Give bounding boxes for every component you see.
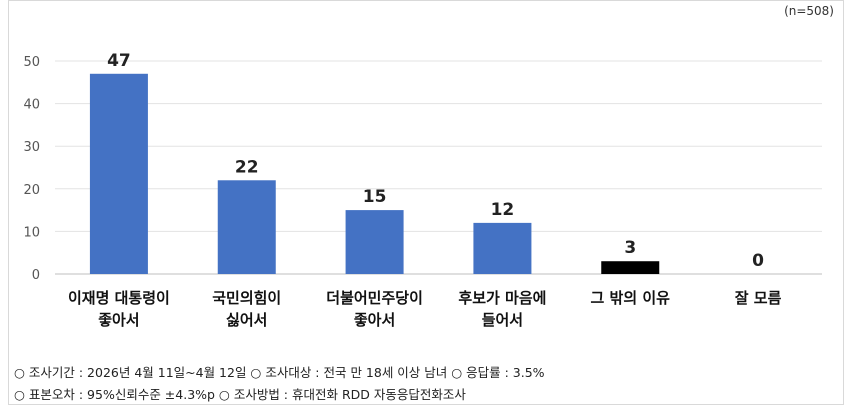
category-label: 국민의힘이 bbox=[212, 289, 281, 307]
y-tick-label: 20 bbox=[23, 183, 40, 198]
category-label: 잘 모름 bbox=[735, 289, 782, 307]
sample-size-label: (n=508) bbox=[784, 4, 834, 18]
data-label: 22 bbox=[235, 157, 259, 177]
data-label: 0 bbox=[752, 251, 764, 271]
category-label: 더불어민주당이 bbox=[326, 289, 423, 307]
y-tick-label: 0 bbox=[32, 268, 40, 283]
category-label: 이재명 대통령이 bbox=[68, 289, 170, 307]
bar bbox=[217, 180, 276, 274]
data-label: 3 bbox=[624, 238, 636, 258]
data-label: 15 bbox=[363, 187, 387, 207]
bar bbox=[473, 222, 532, 274]
y-tick-label: 30 bbox=[23, 140, 40, 155]
category-label: 좋아서 bbox=[354, 311, 395, 329]
survey-note-line-1: ○ 조사기간 : 2026년 4월 11일~4월 12일 ○ 조사대상 : 전국… bbox=[14, 365, 545, 380]
bar bbox=[345, 210, 404, 274]
survey-note-line-2: ○ 표본오차 : 95%신뢰수준 ±4.3%p ○ 조사방법 : 휴대전화 RD… bbox=[14, 387, 466, 402]
survey-notes: ○ 조사기간 : 2026년 4월 11일~4월 12일 ○ 조사대상 : 전국… bbox=[14, 362, 834, 406]
data-label: 47 bbox=[107, 51, 131, 71]
data-label: 12 bbox=[491, 200, 515, 220]
category-label: 그 밖의 이유 bbox=[591, 289, 671, 307]
category-label: 좋아서 bbox=[98, 311, 139, 329]
bar bbox=[601, 261, 660, 274]
category-label: 싫어서 bbox=[226, 311, 267, 329]
bar bbox=[89, 73, 148, 274]
y-tick-label: 50 bbox=[23, 55, 40, 70]
category-label: 후보가 마음에 bbox=[458, 289, 546, 307]
y-tick-label: 10 bbox=[23, 225, 40, 240]
y-tick-label: 40 bbox=[23, 98, 40, 113]
category-label: 들어서 bbox=[482, 311, 523, 329]
